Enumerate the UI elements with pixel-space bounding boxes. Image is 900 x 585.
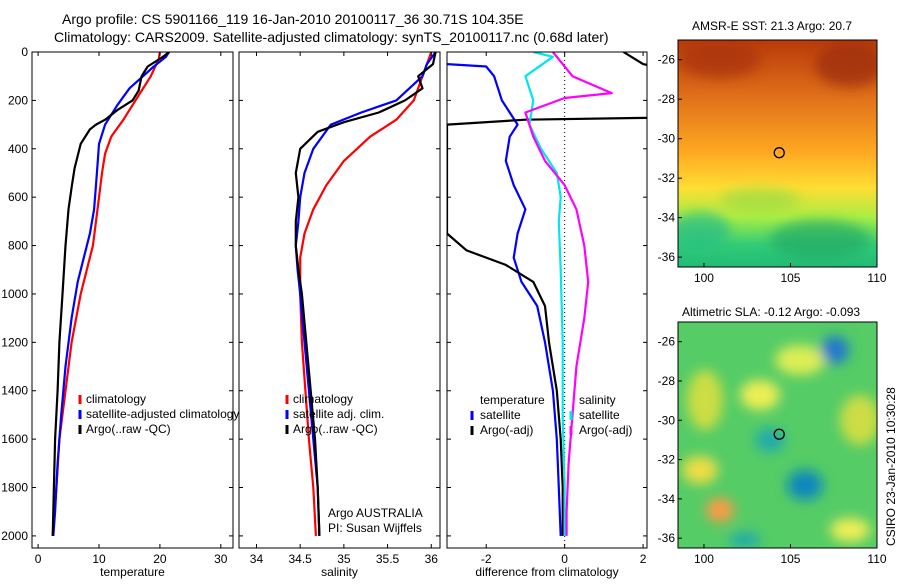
temperature-ytick-label: 800	[8, 239, 28, 253]
temperature-ytick-label: 2000	[1, 529, 28, 543]
salinity-line-satellite	[294, 52, 437, 536]
difference-legend-heading: temperature	[480, 393, 545, 407]
temperature-ytick-label: 1800	[1, 481, 28, 495]
temperature-ytick-label: 1000	[1, 287, 28, 301]
salinity-xtick-label: 35.5	[376, 552, 400, 566]
difference-frame	[446, 51, 648, 549]
temperature-ytick-label: 1200	[1, 335, 28, 349]
difference-xtick-label: -2	[481, 552, 492, 566]
temperature-panel: 0 10 20 30 0 200 400 600 800 1000 1200 1400 1600 1800…	[1, 45, 239, 579]
watermark: CSIRO 23-Jan-2010 10:30:28	[884, 387, 898, 546]
sst-map-frame	[677, 39, 878, 268]
difference-xtick-label: 2	[640, 552, 647, 566]
sla-map-ytick-label: -30	[658, 413, 676, 427]
title-line-1: Argo profile: CS 5901166_119 16-Jan-2010…	[62, 11, 524, 27]
temperature-ytick-label: 200	[8, 93, 28, 107]
difference-legend-heading: salinity	[579, 393, 616, 407]
temperature-ytick-label: 1400	[1, 384, 28, 398]
temperature-series-group	[51, 52, 170, 536]
salinity-line-argo	[294, 52, 437, 536]
sla-map-panel: Altimetric SLA: -0.12 Argo: -0.093 100 10…	[658, 305, 887, 566]
temperature-ytick-label: 0	[21, 45, 28, 59]
sla-map-axes: 100 105 110 -26 -28 -30 -32 -34 -36	[658, 335, 887, 566]
temperature-line-argo	[51, 52, 170, 536]
sla-map-ytick-label: -28	[658, 374, 676, 388]
pi-label: PI: Susan Wijffels	[328, 521, 422, 535]
difference-legend-label: Argo(-adj)	[579, 423, 632, 437]
temperature-legend-label: Argo(..raw -QC)	[86, 422, 171, 436]
salinity-xlabel: salinity	[321, 565, 358, 579]
salinity-line-climatology	[299, 52, 433, 536]
salinity-xtick-label: 35	[337, 552, 351, 566]
sst-map-axes: 100 105 110 -26 -28 -30 -32 -34 -36	[658, 53, 887, 285]
sla-map-ytick-label: -36	[658, 531, 676, 545]
difference-legend-label: Argo(-adj)	[480, 423, 533, 437]
sst-map-ytick-label: -32	[658, 171, 676, 185]
salinity-series-group	[294, 52, 437, 536]
temperature-line-satellite	[52, 52, 170, 536]
difference-legend-label: satellite	[579, 408, 620, 422]
salinity-panel: 34 34.5 35 35.5 36 salinity climatologysatelli…	[238, 51, 441, 579]
temperature-xtick-label: 30	[214, 552, 228, 566]
temperature-ytick-label: 1600	[1, 432, 28, 446]
salinity-xtick-label: 36	[425, 552, 439, 566]
sla-map-xtick-label: 110	[867, 552, 886, 566]
difference-line-temperature-argo	[447, 52, 647, 536]
temperature-xlabel: temperature	[100, 565, 165, 579]
difference-legend-label: satellite	[480, 408, 521, 422]
temperature-xtick-label: 10	[92, 552, 106, 566]
temperature-xtick-label: 0	[35, 552, 42, 566]
temperature-xtick-label: 20	[153, 552, 167, 566]
difference-panel: -2 0 2 difference from climatology temperatu…	[446, 51, 648, 579]
sst-map-panel: AMSR-E SST: 21.3 Argo: 20.7 100 105 110 -26…	[658, 19, 887, 285]
sst-map-xtick-label: 105	[780, 271, 800, 285]
salinity-xtick-label: 34.5	[288, 552, 312, 566]
profile-panels: 0 10 20 30020040060080010001200140016001800…	[1, 45, 648, 579]
sla-map-ytick-label: -34	[658, 492, 676, 506]
salinity-frame	[238, 51, 441, 549]
salinity-xtick-label: 34	[250, 552, 264, 566]
temperature-legend-label: climatology	[86, 392, 146, 406]
sst-map-title: AMSR-E SST: 21.3 Argo: 20.7	[692, 19, 852, 33]
title-line-2: Climatology: CARS2009. Satellite-adjuste…	[54, 29, 609, 45]
salinity-legend-label: climatology	[293, 392, 353, 406]
sst-map-ytick-label: -34	[658, 211, 676, 225]
sst-map-ytick-label: -26	[658, 53, 676, 67]
temperature-frame	[31, 51, 234, 549]
sla-map-ytick-label: -26	[658, 335, 676, 349]
argo-label: Argo AUSTRALIA	[328, 506, 423, 520]
sst-map-xtick-label: 110	[867, 271, 886, 285]
difference-xlabel: difference from climatology	[475, 565, 618, 579]
sla-map-ytick-label: -32	[658, 453, 676, 467]
temperature-ytick-label: 400	[8, 142, 28, 156]
difference-line-salinity-satellite	[524, 52, 566, 536]
difference-xtick-label: 0	[561, 552, 568, 566]
sst-map-ytick-label: -28	[658, 92, 676, 106]
temperature-legend-label: satellite-adjusted climatology	[86, 407, 239, 421]
sst-map-xtick-label: 100	[694, 271, 714, 285]
sla-map-frame	[677, 321, 878, 549]
sla-map-xtick-label: 105	[780, 552, 800, 566]
temperature-line-climatology	[51, 52, 161, 536]
temperature-ytick-label: 600	[8, 190, 28, 204]
salinity-legend-label: Argo(..raw -QC)	[293, 422, 378, 436]
difference-line-temperature-satellite	[447, 63, 562, 536]
salinity-legend-label: satellite adj. clim.	[293, 407, 384, 421]
sla-map-argo-marker	[773, 428, 785, 440]
sst-map-ytick-label: -36	[658, 250, 676, 264]
sla-map-title: Altimetric SLA: -0.12 Argo: -0.093	[682, 305, 860, 319]
sst-map-argo-marker	[773, 147, 785, 159]
sla-map-xtick-label: 100	[694, 552, 714, 566]
sst-map-ytick-label: -30	[658, 132, 676, 146]
